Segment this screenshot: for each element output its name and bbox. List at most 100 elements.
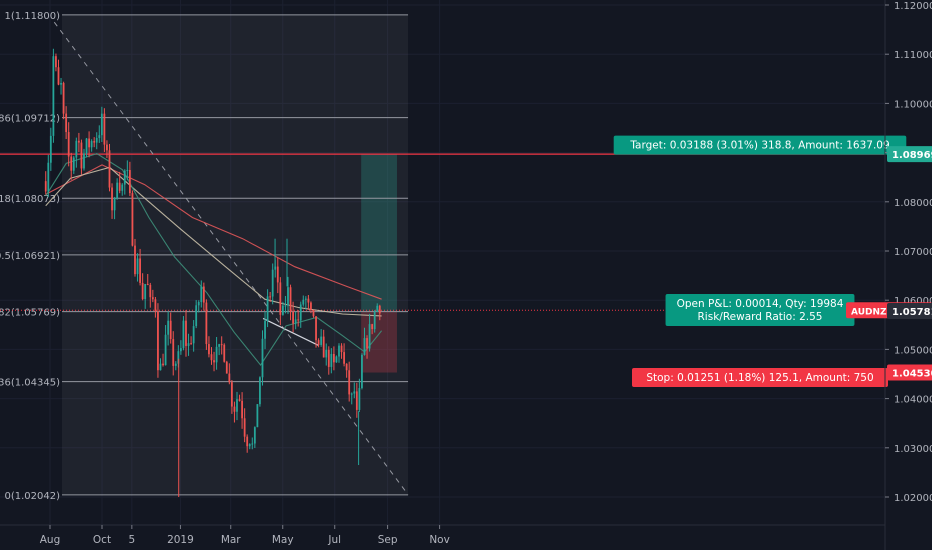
candle[interactable] (141, 273, 144, 301)
candle[interactable] (98, 125, 101, 143)
candle[interactable] (264, 311, 266, 350)
resistance-trendline[interactable] (53, 21, 409, 495)
candle[interactable] (228, 363, 231, 385)
candle[interactable] (159, 358, 162, 371)
candle[interactable] (294, 311, 297, 330)
candle[interactable] (131, 190, 134, 247)
candlesticks[interactable] (44, 48, 381, 497)
candle[interactable] (202, 282, 205, 311)
candle[interactable] (373, 310, 376, 333)
candle[interactable] (174, 361, 177, 371)
candle[interactable] (366, 335, 368, 359)
candle[interactable] (332, 346, 335, 371)
candle[interactable] (271, 263, 274, 305)
candle[interactable] (72, 155, 75, 174)
candle[interactable] (246, 434, 249, 453)
candle[interactable] (44, 171, 47, 195)
candle[interactable] (62, 81, 65, 120)
candle[interactable] (327, 346, 330, 375)
candle[interactable] (353, 382, 356, 399)
candle[interactable] (322, 329, 325, 358)
candle[interactable] (139, 248, 141, 286)
candle[interactable] (284, 295, 287, 314)
candle[interactable] (343, 343, 345, 367)
candle[interactable] (146, 273, 149, 286)
price-tag[interactable]: 1.08969 (887, 146, 932, 163)
candle[interactable] (169, 312, 172, 344)
candle[interactable] (315, 316, 317, 348)
candle[interactable] (52, 48, 55, 143)
candle[interactable] (126, 160, 129, 181)
candle[interactable] (292, 301, 294, 333)
candle[interactable] (106, 140, 108, 158)
candle[interactable] (167, 311, 170, 346)
candle[interactable] (330, 348, 333, 374)
candle[interactable] (276, 257, 279, 294)
candle[interactable] (179, 340, 182, 355)
candle[interactable] (302, 295, 305, 307)
candle[interactable] (144, 283, 147, 309)
candle[interactable] (340, 343, 343, 359)
candle[interactable] (192, 320, 195, 352)
candle[interactable] (325, 343, 328, 366)
candle[interactable] (162, 353, 164, 367)
candle[interactable] (304, 296, 307, 310)
candle[interactable] (218, 343, 221, 356)
candle[interactable] (136, 253, 139, 282)
candle[interactable] (111, 183, 113, 219)
candle[interactable] (215, 336, 218, 370)
candle[interactable] (233, 401, 236, 423)
candle[interactable] (154, 296, 157, 318)
candle[interactable] (164, 325, 167, 366)
candle[interactable] (187, 333, 190, 356)
candle[interactable] (208, 336, 210, 358)
candle[interactable] (289, 284, 292, 321)
candle[interactable] (236, 391, 238, 421)
candle[interactable] (121, 183, 124, 196)
candle[interactable] (230, 379, 233, 414)
candle[interactable] (123, 169, 126, 195)
candle[interactable] (299, 301, 302, 328)
candle[interactable] (47, 154, 50, 198)
candle[interactable] (100, 106, 103, 143)
candle[interactable] (118, 171, 121, 194)
candle[interactable] (238, 394, 241, 402)
candle[interactable] (310, 301, 312, 314)
candle[interactable] (151, 289, 154, 303)
candle[interactable] (371, 323, 374, 335)
candle[interactable] (182, 316, 185, 351)
candle[interactable] (190, 336, 192, 345)
candle[interactable] (287, 276, 289, 315)
candle[interactable] (103, 108, 106, 153)
candle[interactable] (85, 137, 88, 158)
candle[interactable] (251, 437, 254, 450)
candle[interactable] (259, 376, 261, 407)
candle[interactable] (60, 77, 62, 95)
candle[interactable] (80, 139, 83, 175)
candle[interactable] (279, 277, 282, 326)
candle[interactable] (108, 143, 111, 192)
candle[interactable] (335, 355, 338, 363)
candle[interactable] (361, 353, 363, 390)
support-trendline[interactable] (262, 317, 319, 347)
candle[interactable] (320, 329, 323, 347)
candle[interactable] (157, 303, 159, 378)
candle[interactable] (113, 196, 116, 220)
candle[interactable] (75, 137, 78, 168)
candle[interactable] (90, 139, 93, 152)
candle[interactable] (253, 426, 256, 448)
candle[interactable] (358, 378, 361, 412)
candle[interactable] (213, 351, 215, 372)
candle[interactable] (57, 59, 60, 86)
candle[interactable] (345, 363, 348, 378)
candle[interactable] (248, 443, 251, 450)
candle[interactable] (256, 404, 259, 428)
candle[interactable] (241, 392, 243, 429)
candle[interactable] (116, 178, 119, 200)
candle[interactable] (317, 338, 320, 348)
candle[interactable] (93, 137, 96, 148)
candle[interactable] (65, 106, 68, 140)
candle[interactable] (195, 300, 198, 329)
